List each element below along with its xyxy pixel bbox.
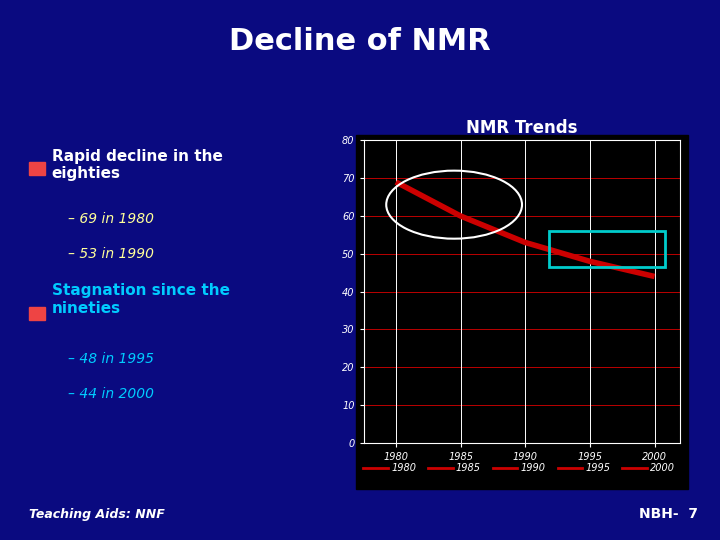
Bar	[29, 307, 45, 320]
Text: Teaching Aids: NNF: Teaching Aids: NNF	[29, 508, 165, 521]
Text: 1995: 1995	[585, 463, 611, 472]
Text: – 69 in 1980: – 69 in 1980	[68, 212, 154, 226]
Text: – 53 in 1990: – 53 in 1990	[68, 247, 154, 261]
Text: Stagnation since the
nineties: Stagnation since the nineties	[52, 284, 230, 316]
Text: 1985: 1985	[456, 463, 481, 472]
Text: 2000: 2000	[650, 463, 675, 472]
Text: Decline of NMR: Decline of NMR	[229, 27, 491, 56]
Text: 1990: 1990	[521, 463, 546, 472]
Text: NBH-  7: NBH- 7	[639, 507, 698, 521]
Text: Rapid decline in the
eighties: Rapid decline in the eighties	[52, 148, 222, 181]
Bar	[29, 162, 45, 175]
Title: NMR Trends: NMR Trends	[467, 119, 577, 138]
Text: – 44 in 2000: – 44 in 2000	[68, 387, 154, 401]
Bar	[356, 135, 688, 489]
Bar	[549, 231, 665, 267]
Text: 1980: 1980	[391, 463, 416, 472]
Text: – 48 in 1995: – 48 in 1995	[68, 352, 154, 366]
